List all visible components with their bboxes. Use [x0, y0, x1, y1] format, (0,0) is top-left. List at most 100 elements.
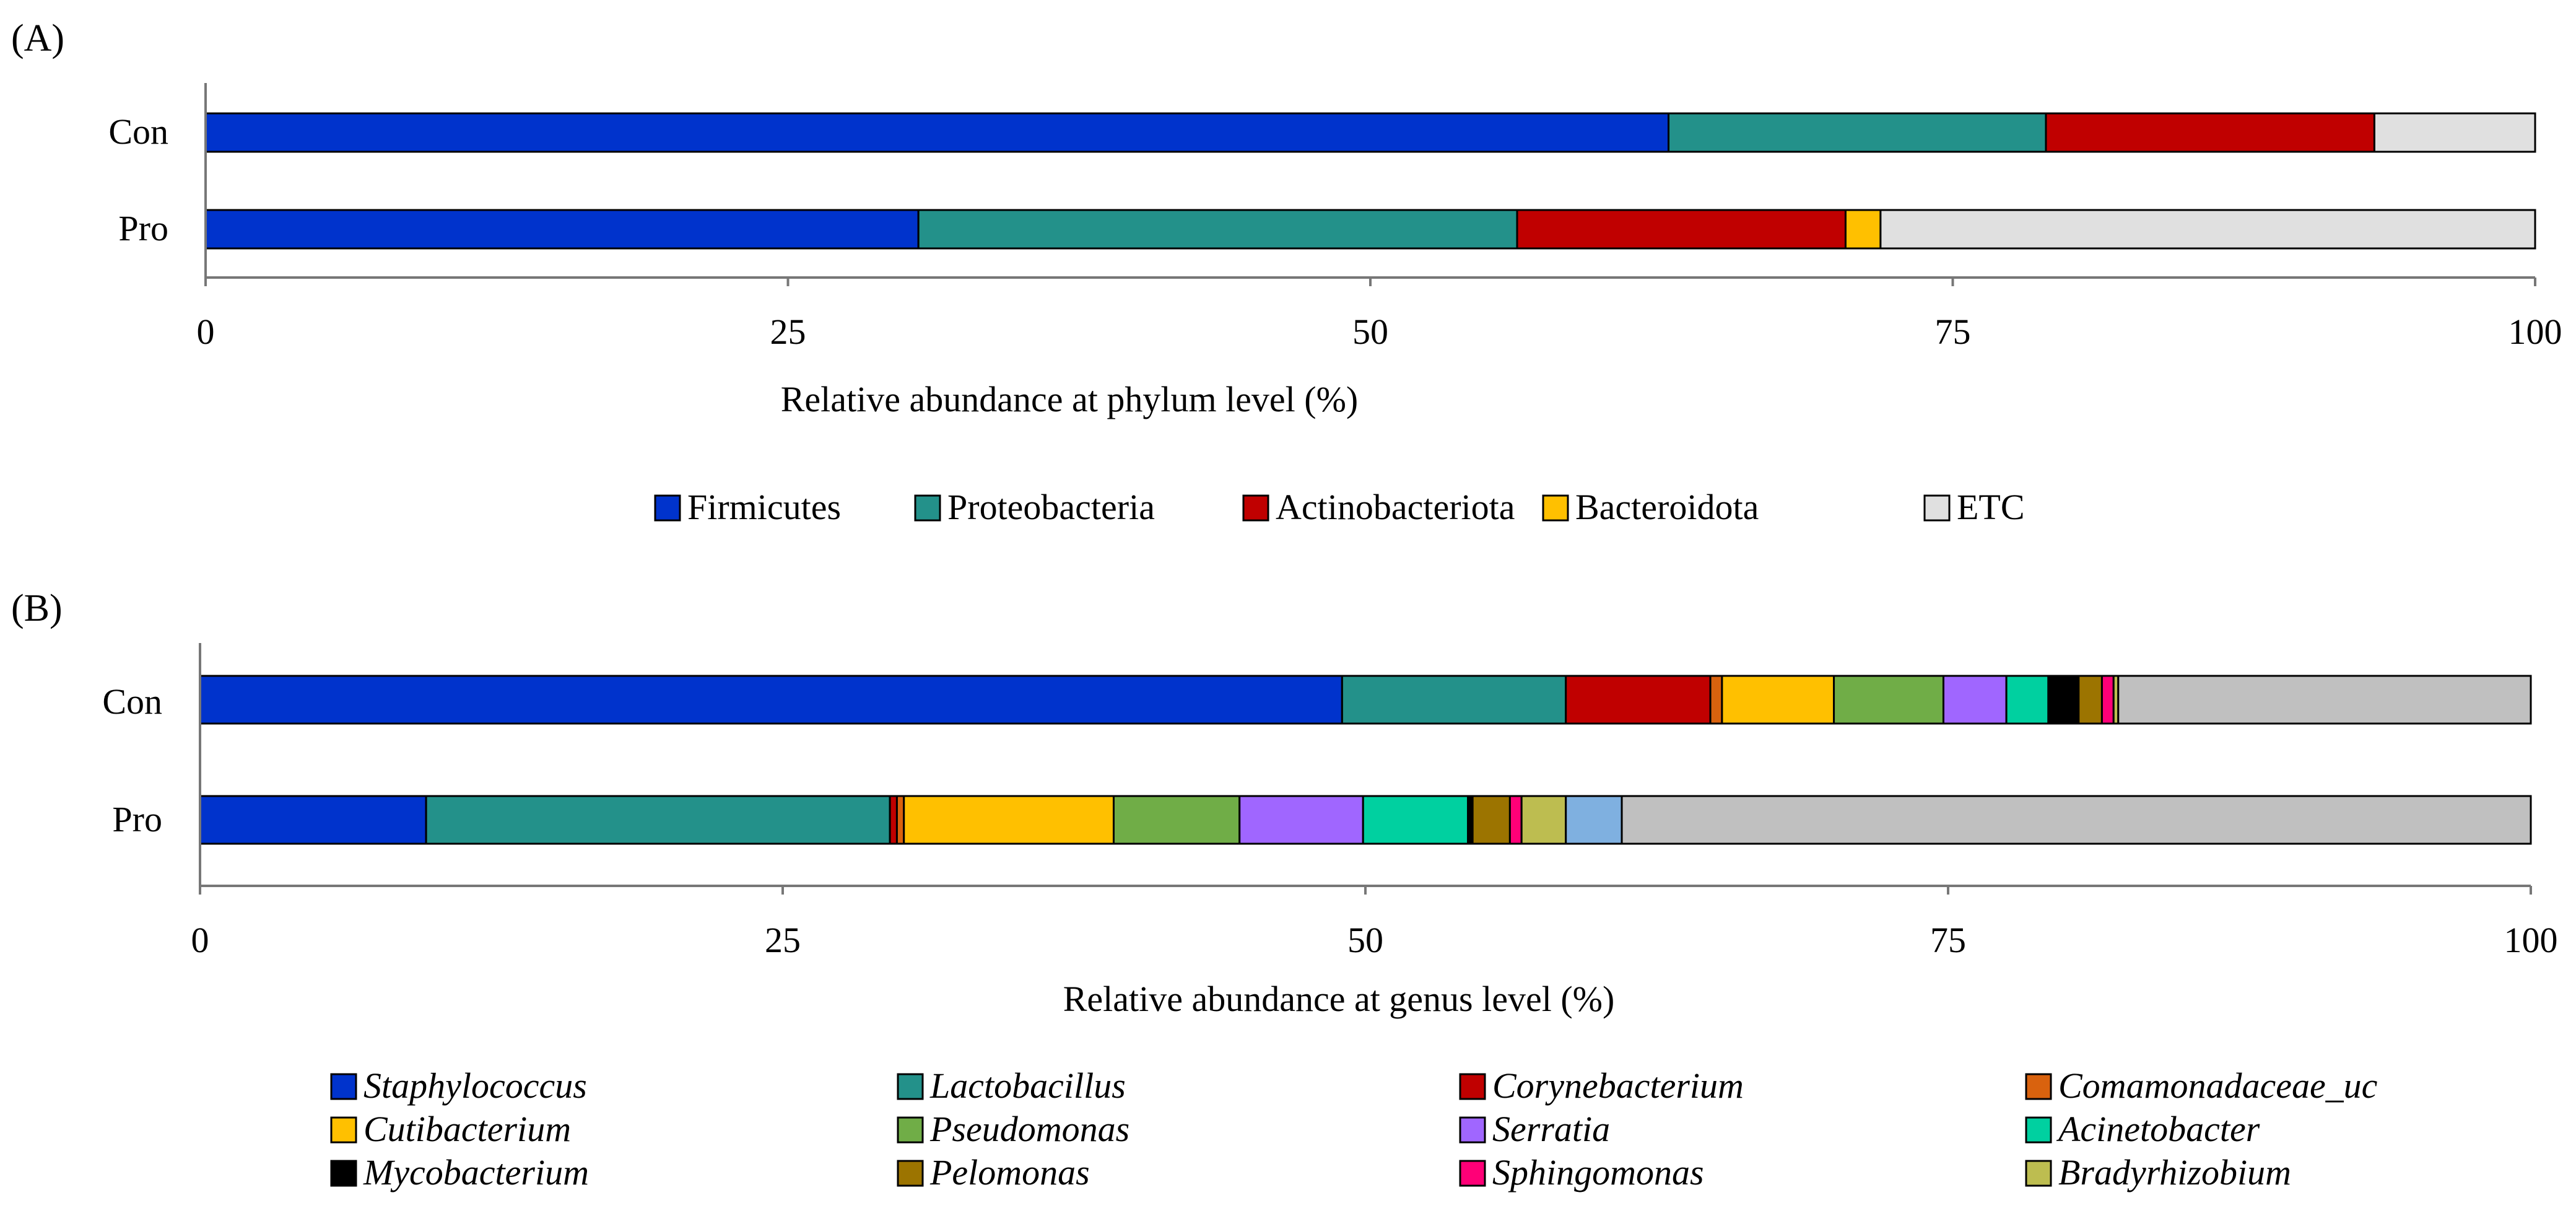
bar-pro-proteobacteria	[917, 209, 1518, 250]
legend-label-mycobacterium: Mycobacterium	[363, 1152, 589, 1193]
legend-swatch-corynebacterium	[1459, 1073, 1486, 1100]
bar-pro-pseudomonas	[1112, 795, 1241, 845]
bar-con-pseudomonas	[1833, 675, 1944, 725]
legend-swatch-proteobacteria	[914, 494, 941, 522]
bar-pro-bradyrhizobium	[1520, 795, 1567, 845]
legend-label-bacteroidota: Bacteroidota	[1575, 487, 1759, 527]
x-tick-label-75: 75	[1935, 312, 1971, 352]
bar-con-series-13	[2117, 675, 2532, 725]
x-tick-label-50: 50	[1347, 920, 1383, 960]
x-tick-label-0: 0	[191, 920, 209, 960]
genus-bars	[199, 675, 2532, 845]
x-tick-label-50: 50	[1352, 312, 1388, 352]
legend-swatch-sphingomonas	[1459, 1160, 1486, 1187]
legend-item-comamonadaceae-uc: Comamonadaceae_uc	[2025, 1066, 2378, 1106]
legend-item-sphingomonas: Sphingomonas	[1459, 1152, 1704, 1193]
legend-label-comamonadaceae-uc: Comamonadaceae_uc	[2058, 1066, 2378, 1106]
category-label-pro: Pro	[118, 208, 168, 248]
bar-con-pelomonas	[2078, 675, 2103, 725]
legend-item-serratia: Serratia	[1459, 1109, 1610, 1149]
legend-label-corynebacterium: Corynebacterium	[1492, 1066, 1744, 1106]
genus-legend: Staphylococcus Lactobacillus Corynebacteri…	[330, 1066, 2378, 1193]
genus-category-labels: Con Pro	[102, 681, 162, 839]
legend-item-bradyrhizobium: Bradyrhizobium	[2025, 1152, 2291, 1193]
legend-swatch-acinetobacter	[2025, 1116, 2052, 1144]
bar-pro-pelomonas	[1471, 795, 1511, 845]
category-label-con: Con	[102, 681, 162, 722]
legend-label-bradyrhizobium: Bradyrhizobium	[2058, 1152, 2291, 1193]
legend-swatch-comamonadaceae-uc	[2025, 1073, 2052, 1100]
legend-label-etc: ETC	[1957, 487, 2025, 527]
legend-item-bacteroidota: Bacteroidota	[1542, 487, 1759, 527]
phylum-legend: Firmicutes Proteobacteria Actinobacteriota…	[654, 487, 2025, 527]
bar-con-actinobacteriota	[2045, 112, 2375, 153]
legend-label-pseudomonas: Pseudomonas	[929, 1109, 1129, 1149]
phylum-category-labels: Con Pro	[108, 112, 168, 248]
bar-pro-acinetobacter	[1362, 795, 1469, 845]
legend-item-actinobacteriota: Actinobacteriota	[1242, 487, 1515, 527]
x-tick-label-75: 75	[1930, 920, 1966, 960]
legend-swatch-staphylococcus	[330, 1073, 357, 1100]
legend-swatch-serratia	[1459, 1116, 1486, 1144]
legend-label-staphylococcus: Staphylococcus	[363, 1066, 587, 1106]
bar-con-lactobacillus	[1341, 675, 1567, 725]
legend-label-sphingomonas: Sphingomonas	[1492, 1152, 1704, 1193]
legend-label-cutibacterium: Cutibacterium	[363, 1109, 571, 1149]
bar-pro-actinobacteriota	[1516, 209, 1847, 250]
bar-con-staphylococcus	[199, 675, 1343, 725]
legend-label-lactobacillus: Lactobacillus	[929, 1066, 1126, 1106]
bar-pro-lactobacillus	[425, 795, 891, 845]
x-tick-label-0: 0	[197, 312, 215, 352]
legend-swatch-mycobacterium	[330, 1160, 357, 1187]
bar-pro-corynebacterium	[889, 795, 898, 845]
category-label-con: Con	[108, 112, 168, 152]
bar-con-firmicutes	[204, 112, 1670, 153]
legend-swatch-pseudomonas	[897, 1116, 924, 1144]
legend-item-firmicutes: Firmicutes	[654, 487, 841, 527]
phylum-x-axis: 0 25 50 75 100	[197, 83, 2562, 352]
bar-pro-series-12	[1565, 795, 1623, 845]
bar-con-serratia	[1942, 675, 2008, 725]
bar-con-sphingomonas	[2100, 675, 2115, 725]
legend-item-etc: ETC	[1923, 487, 2025, 527]
phylum-x-axis-label: Relative abundance at phylum level (%)	[781, 379, 1358, 419]
legend-item-staphylococcus: Staphylococcus	[330, 1066, 587, 1106]
bar-pro-serratia	[1238, 795, 1364, 845]
legend-label-firmicutes: Firmicutes	[687, 487, 841, 527]
legend-label-serratia: Serratia	[1492, 1109, 1610, 1149]
x-tick-label-25: 25	[765, 920, 801, 960]
phylum-bars	[204, 112, 2536, 250]
legend-item-lactobacillus: Lactobacillus	[897, 1066, 1126, 1106]
bar-pro-sphingomonas	[1508, 795, 1523, 845]
bar-pro-comamonadaceae-uc	[895, 795, 905, 845]
category-label-pro: Pro	[112, 799, 162, 839]
legend-label-proteobacteria: Proteobacteria	[947, 487, 1155, 527]
legend-label-pelomonas: Pelomonas	[929, 1152, 1090, 1193]
bar-pro-etc	[1879, 209, 2536, 250]
legend-swatch-firmicutes	[654, 494, 681, 522]
genus-x-axis-label: Relative abundance at genus level (%)	[1063, 979, 1615, 1019]
bar-con-cutibacterium	[1721, 675, 1835, 725]
legend-swatch-lactobacillus	[897, 1073, 924, 1100]
x-tick-label-25: 25	[770, 312, 806, 352]
bar-pro-firmicutes	[204, 209, 920, 250]
legend-item-corynebacterium: Corynebacterium	[1459, 1066, 1744, 1106]
bar-pro-staphylococcus	[199, 795, 427, 845]
bar-con-etc	[2373, 112, 2536, 153]
legend-swatch-pelomonas	[897, 1160, 924, 1187]
legend-swatch-actinobacteriota	[1242, 494, 1269, 522]
bar-pro-cutibacterium	[903, 795, 1115, 845]
bar-pro-bacteroidota	[1844, 209, 1882, 250]
legend-item-pseudomonas: Pseudomonas	[897, 1109, 1129, 1149]
bar-con-corynebacterium	[1565, 675, 1712, 725]
legend-item-mycobacterium: Mycobacterium	[330, 1152, 589, 1193]
legend-label-acinetobacter: Acinetobacter	[2056, 1109, 2260, 1149]
legend-item-cutibacterium: Cutibacterium	[330, 1109, 571, 1149]
genus-x-axis: 0 25 50 75 100	[191, 643, 2558, 960]
phylum-chart: (A) Con Pro 0 25 50 75 100 Relative abundanc…	[11, 17, 2562, 527]
x-tick-label-100: 100	[2509, 312, 2562, 352]
panel-label-a: (A)	[11, 17, 64, 59]
legend-item-acinetobacter: Acinetobacter	[2025, 1109, 2260, 1149]
legend-swatch-etc	[1923, 494, 1951, 522]
